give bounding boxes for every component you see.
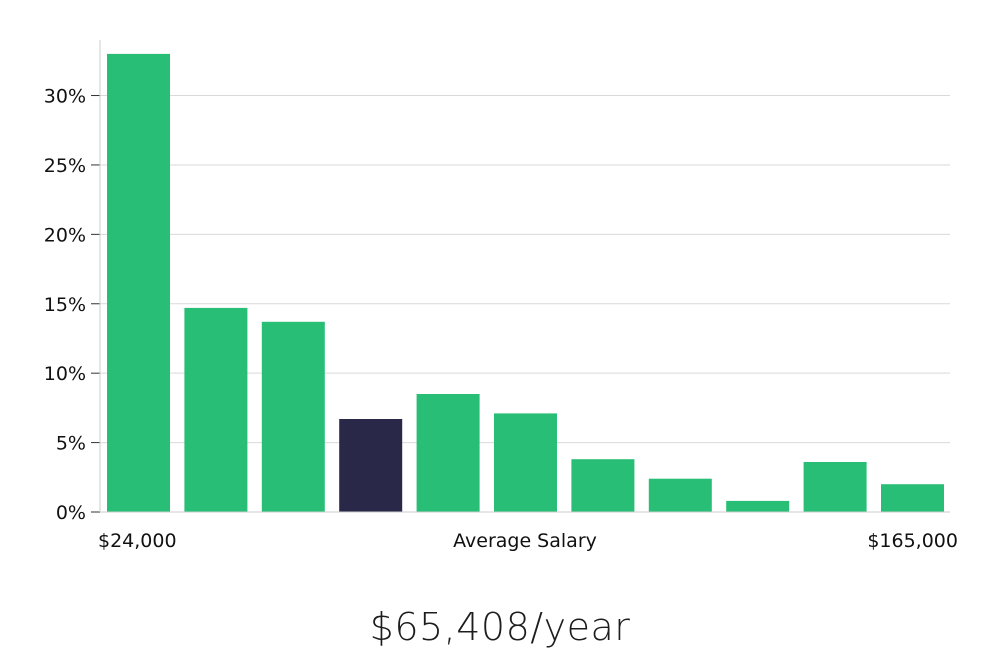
y-tick-label: 20% <box>44 224 86 246</box>
bar <box>803 462 867 512</box>
bar-highlighted <box>339 419 403 512</box>
bar <box>881 484 944 512</box>
y-tick-label: 0% <box>56 502 86 524</box>
bar <box>416 394 480 512</box>
y-tick-label: 5% <box>56 433 86 455</box>
y-tick-label: 10% <box>44 363 86 385</box>
bar <box>494 413 557 512</box>
bar <box>648 478 712 512</box>
y-tick-label: 25% <box>44 155 86 177</box>
bars <box>107 53 944 513</box>
x-axis-label: Average Salary <box>453 530 597 552</box>
y-tick-label: 15% <box>44 294 86 316</box>
bar <box>261 321 325 512</box>
bar <box>107 53 170 513</box>
y-axis: 0% 5% 10% 15% 20% 25% 30% <box>44 86 100 524</box>
bar <box>726 500 790 512</box>
bar <box>571 459 635 512</box>
salary-histogram: 0% 5% 10% 15% 20% 25% 30% $24,000 Average Sala… <box>44 40 958 552</box>
x-max-label: $165,000 <box>867 530 958 552</box>
average-salary: $65,408/year <box>369 605 631 649</box>
y-tick-label: 30% <box>44 86 86 108</box>
bar <box>184 307 248 512</box>
x-min-label: $24,000 <box>98 530 177 552</box>
